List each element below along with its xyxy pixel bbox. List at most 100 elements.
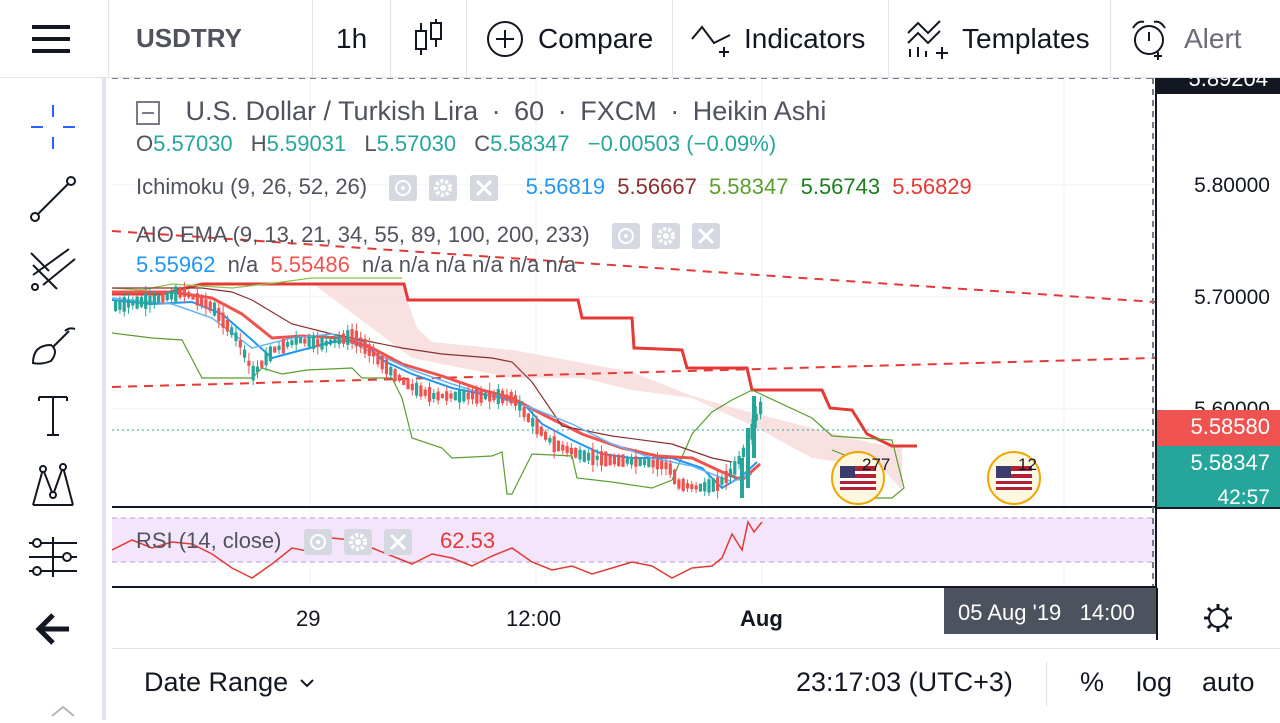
candle-body	[139, 296, 143, 307]
candle-body	[187, 291, 191, 298]
date-range-button[interactable]: Date Range	[144, 667, 316, 698]
time-tick-3: Aug	[740, 606, 783, 631]
percent-toggle[interactable]: %	[1080, 667, 1105, 697]
timezone-clock[interactable]: 23:17:03 (UTC+3)	[796, 667, 1013, 697]
alert-button[interactable]: Alert	[1130, 0, 1242, 77]
interval-button[interactable]: 1h	[336, 22, 368, 54]
candle-body	[466, 392, 470, 400]
eye-icon[interactable]	[611, 223, 640, 250]
close-icon[interactable]	[469, 175, 498, 202]
brush-tool[interactable]	[22, 314, 84, 376]
candle-body	[427, 386, 432, 402]
candle-body	[419, 385, 423, 397]
ema-value-2: n/a	[227, 252, 259, 277]
candle-body	[496, 388, 500, 404]
prediction-tool[interactable]	[22, 526, 84, 588]
candle-body	[131, 300, 135, 306]
text-icon	[38, 396, 68, 436]
candle-body	[122, 297, 126, 312]
candle-body	[380, 355, 384, 370]
low-label: L	[364, 131, 377, 156]
gear-icon[interactable]	[652, 223, 680, 250]
candle-body	[359, 337, 363, 348]
templates-button[interactable]: Templates	[906, 0, 1090, 77]
candle-body	[406, 378, 410, 390]
change-value: −0.00503 (−0.09%)	[587, 131, 777, 156]
candle-body	[741, 447, 745, 458]
candle-body	[488, 390, 492, 402]
low-value: 5.57030	[376, 131, 457, 156]
candle-body	[505, 394, 509, 401]
event-flag-2	[987, 451, 1041, 505]
close-icon[interactable]	[692, 223, 721, 250]
menu-icon[interactable]	[32, 0, 72, 77]
candle-body	[716, 477, 720, 491]
eye-icon[interactable]	[303, 529, 332, 556]
candle-body	[449, 393, 453, 399]
candle-body	[677, 479, 681, 489]
price-scale[interactable]: 5.89204 5.80000 5.70000 5.60000 5.58580 …	[1155, 78, 1280, 588]
text-tool[interactable]	[22, 384, 84, 446]
candle-body	[492, 391, 496, 401]
candle-body	[574, 447, 578, 458]
bid-price-label: 5.58580	[1157, 410, 1280, 446]
candle-body	[737, 456, 741, 465]
candle-body	[587, 452, 591, 461]
indicators-button[interactable]: Indicators	[690, 0, 865, 77]
gear-icon[interactable]	[343, 529, 372, 556]
candle-body	[660, 460, 664, 470]
candle-body	[698, 483, 702, 492]
date-range-label: Date Range	[144, 667, 289, 697]
time-tick-2: 12:00	[506, 606, 562, 631]
candle-body	[664, 462, 668, 470]
candle-body	[415, 382, 419, 396]
candle-body	[617, 454, 621, 466]
event-count-2: 12	[1018, 455, 1037, 474]
candle-body	[354, 330, 358, 347]
candle-body	[402, 377, 406, 385]
trend-line-tool[interactable]	[22, 168, 84, 230]
chart-style-button[interactable]	[414, 0, 444, 77]
candle-body	[281, 339, 285, 354]
ichimoku-name: Ichimoku (9, 26, 52, 26)	[136, 174, 368, 199]
candle-body	[720, 477, 724, 485]
candle-body	[221, 312, 225, 328]
candle-body	[728, 468, 733, 478]
eye-icon[interactable]	[389, 175, 418, 202]
candle-body	[673, 469, 677, 484]
last-price-label: 5.58347	[1157, 446, 1280, 482]
symbol-search-button[interactable]: USDTRY	[136, 23, 242, 53]
close-icon[interactable]	[383, 529, 412, 556]
ichimoku-legend: Ichimoku (9, 26, 52, 26) 5.56819 5.56667…	[136, 174, 978, 202]
candle-body	[565, 445, 569, 453]
ohlc-legend: O5.57030 H5.59031 L5.57030 C5.58347 −0.0…	[136, 131, 782, 157]
compare-button[interactable]: Compare	[486, 0, 653, 77]
legend-exchange: FXCM	[580, 96, 657, 126]
candle-body	[531, 417, 535, 427]
candle-body	[569, 447, 573, 455]
hide-toolbar-button[interactable]	[22, 598, 84, 660]
crosshair-price-label: 5.89204	[1157, 78, 1280, 94]
pattern-tool[interactable]	[22, 454, 84, 516]
candle-body	[144, 293, 148, 309]
candle-body	[462, 390, 466, 402]
legend-collapse-icon[interactable]	[136, 100, 160, 125]
candle-body	[290, 340, 294, 346]
time-axis[interactable]: 29 12:00 Aug 05 Aug '19 14:00	[112, 588, 1280, 648]
rsi-line	[112, 519, 763, 579]
crosshair-tool[interactable]	[22, 96, 84, 158]
candle-body	[298, 337, 303, 344]
scroll-up-icon[interactable]	[50, 704, 76, 723]
candle-body	[647, 458, 651, 467]
fib-tool[interactable]	[22, 238, 84, 300]
candle-body	[286, 342, 290, 347]
senkou-span-a	[112, 282, 917, 448]
log-toggle[interactable]: log	[1136, 667, 1173, 697]
settings-gear-icon[interactable]	[1202, 602, 1234, 639]
chart-pane[interactable]: 277 12 U.S. Dollar / Turkish Lira · 60 ·…	[112, 78, 1155, 588]
candle-body	[642, 459, 647, 466]
auto-toggle[interactable]: auto	[1202, 667, 1255, 697]
gear-icon[interactable]	[429, 175, 458, 202]
pattern-icon	[32, 463, 74, 506]
candle-body	[752, 396, 756, 458]
